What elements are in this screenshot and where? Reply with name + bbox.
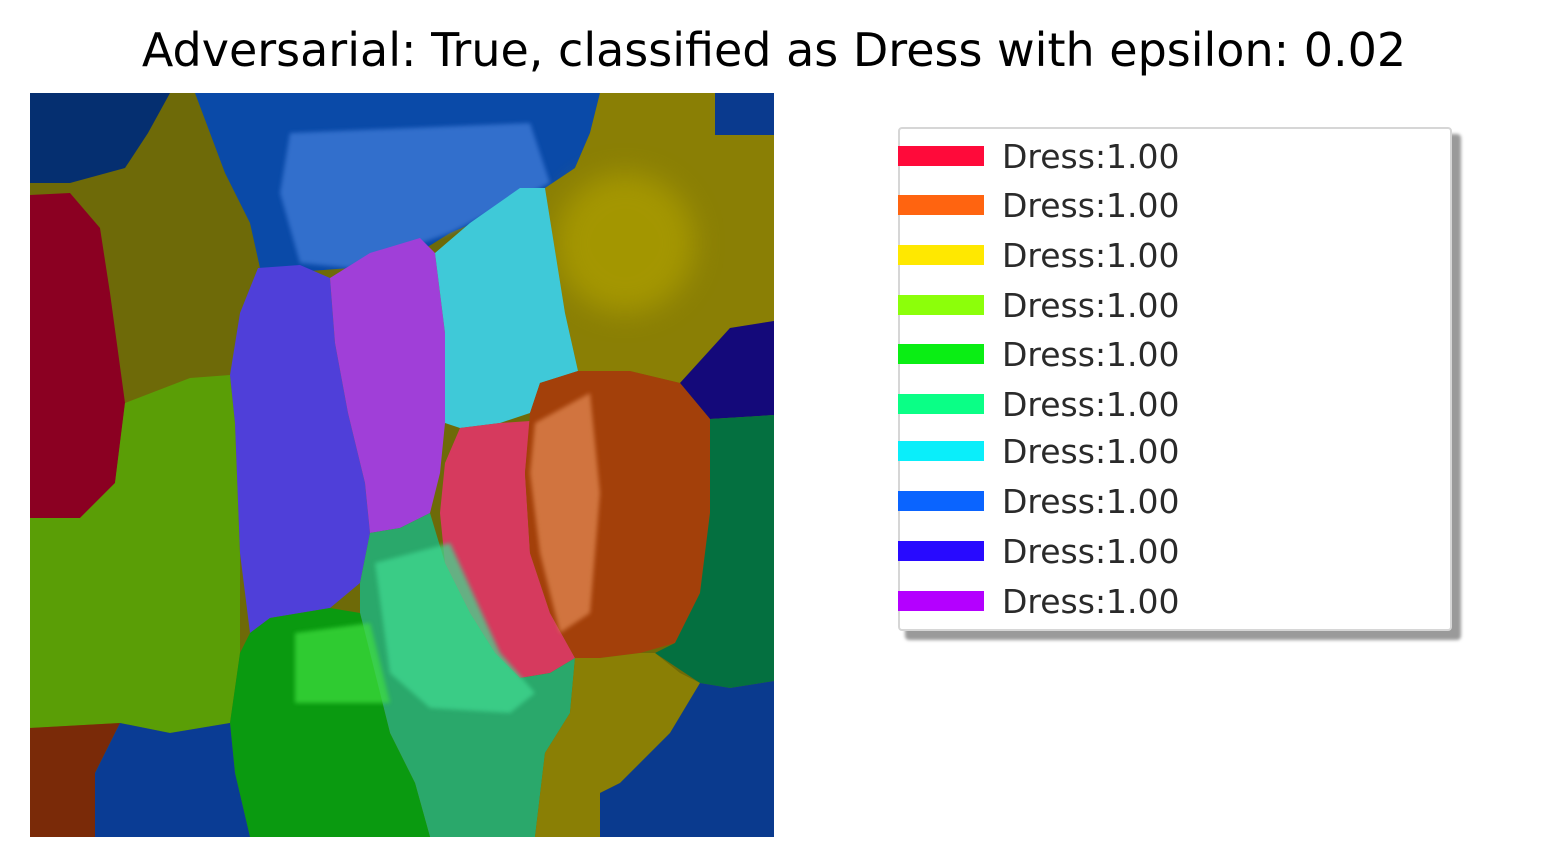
legend-label: Dress:1.00: [1002, 531, 1180, 571]
legend-item: Dress:1.00: [898, 476, 1180, 526]
legend-item: Dress:1.00: [898, 180, 1180, 230]
legend-swatch: [898, 491, 984, 511]
legend-item: Dress:1.00: [898, 426, 1180, 476]
legend-label: Dress:1.00: [1002, 185, 1180, 225]
legend-label: Dress:1.00: [1002, 384, 1180, 424]
legend-swatch: [898, 245, 984, 265]
legend-swatch: [898, 394, 984, 414]
legend-label: Dress:1.00: [1002, 285, 1180, 325]
legend-swatch: [898, 146, 984, 166]
legend-label: Dress:1.00: [1002, 334, 1180, 374]
figure-title: Adversarial: True, classified as Dress w…: [141, 23, 1407, 77]
legend-item: Dress:1.00: [898, 576, 1180, 626]
legend-item: Dress:1.00: [898, 280, 1180, 330]
legend-swatch: [898, 195, 984, 215]
legend-swatch: [898, 541, 984, 561]
legend-items: Dress:1.00 Dress:1.00 Dress:1.00 Dress:1.00…: [898, 129, 1450, 629]
legend-item: Dress:1.00: [898, 131, 1180, 181]
legend-item: Dress:1.00: [898, 329, 1180, 379]
legend-item: Dress:1.00: [898, 230, 1180, 280]
legend-swatch: [898, 295, 984, 315]
legend-label: Dress:1.00: [1002, 431, 1180, 471]
legend-box: Dress:1.00 Dress:1.00 Dress:1.00 Dress:1.00…: [898, 127, 1452, 631]
legend-swatch: [898, 591, 984, 611]
legend-item: Dress:1.00: [898, 526, 1180, 576]
legend-label: Dress:1.00: [1002, 235, 1180, 275]
legend-label: Dress:1.00: [1002, 481, 1180, 521]
legend-label: Dress:1.00: [1002, 136, 1180, 176]
legend-label: Dress:1.00: [1002, 581, 1180, 621]
legend-swatch: [898, 344, 984, 364]
legend-swatch: [898, 441, 984, 461]
legend-item: Dress:1.00: [898, 379, 1180, 429]
segmentation-map-image: [30, 93, 774, 837]
